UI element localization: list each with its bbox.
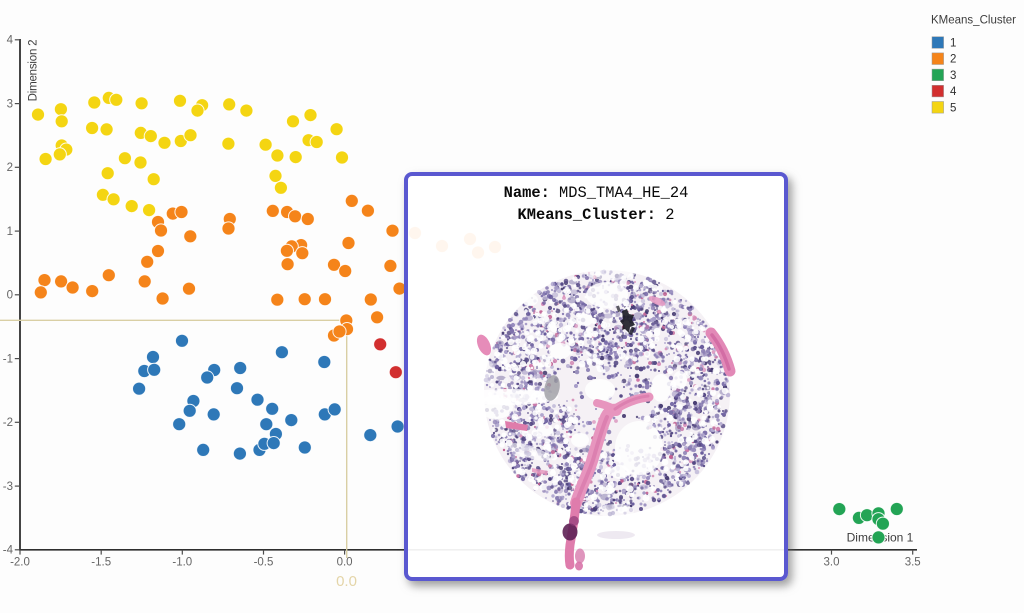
svg-text:1: 1 — [7, 226, 13, 238]
svg-text:3.5: 3.5 — [905, 557, 921, 569]
svg-text:1: 1 — [950, 38, 956, 50]
svg-text:-1.0: -1.0 — [172, 557, 192, 569]
svg-text:-0.5: -0.5 — [254, 557, 274, 569]
svg-text:KMeans_Cluster: KMeans_Cluster — [931, 15, 1016, 27]
svg-text:0: 0 — [7, 290, 13, 302]
svg-text:-2.0: -2.0 — [10, 557, 30, 569]
svg-text:-2: -2 — [3, 417, 13, 429]
svg-text:Dimension 2: Dimension 2 — [28, 40, 40, 102]
svg-text:4: 4 — [950, 86, 957, 98]
svg-text:-1.5: -1.5 — [91, 557, 111, 569]
svg-text:-1: -1 — [3, 353, 13, 365]
svg-text:3: 3 — [950, 70, 956, 82]
svg-text:0.0: 0.0 — [337, 557, 353, 569]
svg-text:3.0: 3.0 — [824, 557, 840, 569]
svg-text:4: 4 — [7, 35, 14, 47]
svg-text:-4: -4 — [3, 545, 14, 557]
svg-text:-3: -3 — [3, 481, 13, 493]
svg-text:2: 2 — [950, 54, 956, 66]
svg-text:0.0: 0.0 — [336, 573, 357, 590]
svg-text:5: 5 — [950, 102, 956, 114]
svg-text:3: 3 — [7, 98, 13, 110]
svg-text:2: 2 — [7, 162, 13, 174]
